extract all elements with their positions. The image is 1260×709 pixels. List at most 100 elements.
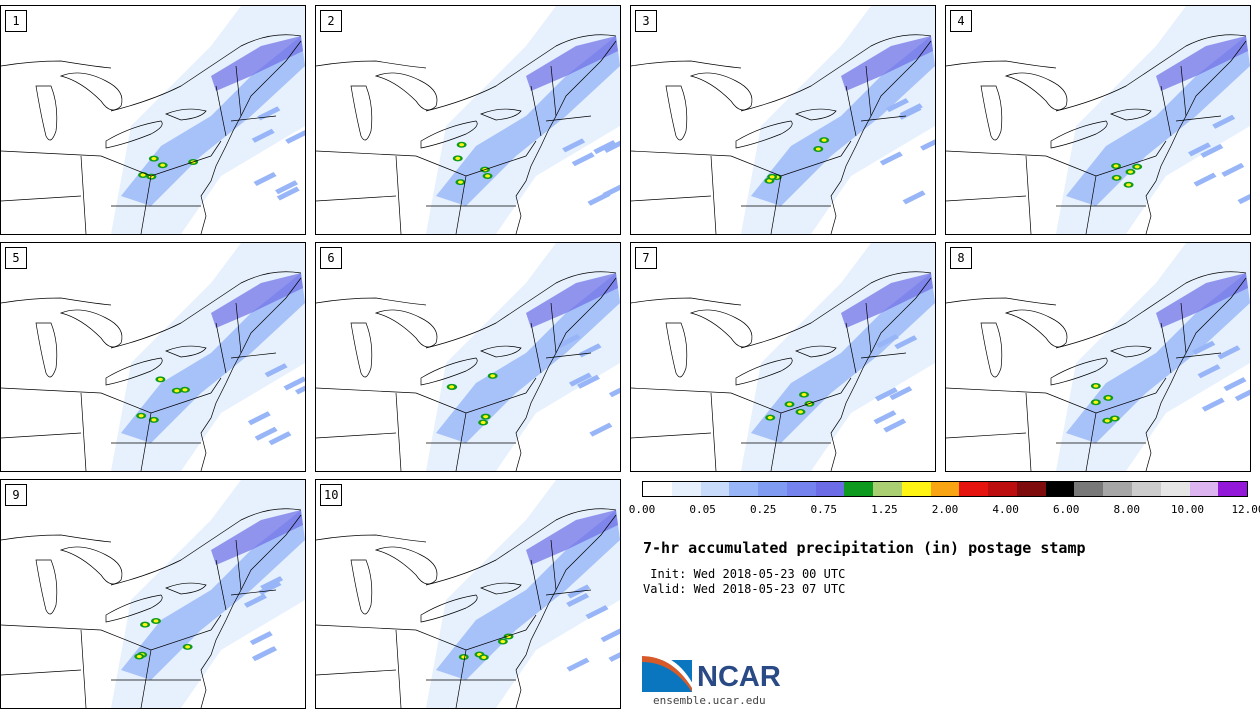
site-url[interactable]: ensemble.ucar.edu xyxy=(653,694,766,707)
lake-huron xyxy=(59,546,123,585)
lake-huron xyxy=(59,309,123,348)
legend-tick-label: 0.75 xyxy=(810,503,838,516)
lake-michigan xyxy=(665,322,688,378)
state-border xyxy=(1025,155,1032,234)
border xyxy=(110,508,302,586)
precip-moderate-band xyxy=(436,510,620,680)
map xyxy=(1,243,305,471)
ncar-logo-icon xyxy=(642,652,694,692)
init-time: Init: Wed 2018-05-23 00 UTC xyxy=(643,567,846,581)
precip-streak xyxy=(268,431,292,446)
lake-superior xyxy=(316,534,427,543)
stamp-panel-2: 2 xyxy=(315,5,621,235)
precip-streak xyxy=(1193,172,1217,187)
precip-cell-core xyxy=(174,389,180,393)
precip-streak xyxy=(566,657,590,672)
state-border xyxy=(1155,140,1167,157)
precip-streak xyxy=(889,386,913,401)
precip-streak xyxy=(587,191,611,206)
coastline xyxy=(1145,277,1247,471)
precip-cell-core xyxy=(821,138,827,142)
border xyxy=(425,508,617,586)
legend-tick-label: 12.00 xyxy=(1231,503,1260,516)
legend-swatch xyxy=(901,482,931,496)
lake-ontario xyxy=(480,345,522,358)
map xyxy=(316,6,620,234)
precip-streak xyxy=(243,593,267,608)
precip-cell-core xyxy=(1104,419,1110,423)
legend-swatch xyxy=(643,482,672,496)
stamp-panel-3: 3 xyxy=(630,5,936,235)
lake-superior xyxy=(631,297,742,306)
precip-heavy-band xyxy=(526,36,618,91)
state-border xyxy=(316,624,417,631)
precip-moderate-band xyxy=(121,273,305,443)
state-border xyxy=(455,175,467,234)
coastline xyxy=(515,40,617,234)
precip-cell-core xyxy=(767,416,773,420)
lake-michigan xyxy=(350,85,373,141)
legend-swatch xyxy=(1189,482,1219,496)
lake-ontario xyxy=(480,582,522,595)
lake-ontario xyxy=(480,108,522,121)
precip-streak xyxy=(1217,345,1241,360)
legend-swatch xyxy=(1218,482,1248,496)
lake-erie xyxy=(735,357,793,386)
precip-streak xyxy=(254,426,278,441)
color-legend xyxy=(642,481,1248,497)
precip-moderate-band xyxy=(1066,36,1250,206)
state-border xyxy=(215,559,227,611)
state-border xyxy=(455,649,467,708)
valid-time: Valid: Wed 2018-05-23 07 UTC xyxy=(643,582,846,596)
precip-cell-core xyxy=(797,410,803,414)
precip-cell-core xyxy=(136,654,142,659)
lake-erie xyxy=(735,120,793,149)
state-border xyxy=(1180,65,1187,117)
state-border xyxy=(946,195,1027,202)
precip-cell-core xyxy=(151,157,157,161)
state-border xyxy=(230,589,277,596)
precip-cell-core xyxy=(160,163,166,167)
precip-cell-core xyxy=(457,180,463,184)
lake-michigan xyxy=(350,559,373,615)
stamp-panel-9: 9 xyxy=(0,479,306,709)
lake-michigan xyxy=(35,322,58,378)
state-border xyxy=(865,302,872,354)
lake-ontario xyxy=(1110,108,1152,121)
state-border xyxy=(316,387,417,394)
coastline xyxy=(200,40,302,234)
precip-cell-core xyxy=(138,414,144,418)
precip-streak xyxy=(294,385,305,395)
legend-tick-label: 6.00 xyxy=(1052,503,1080,516)
legend-swatch xyxy=(873,482,902,496)
lake-ontario xyxy=(165,108,207,121)
precip-streak xyxy=(1234,389,1250,402)
panel-number: 2 xyxy=(320,10,342,32)
coastline xyxy=(515,277,617,471)
lake-ontario xyxy=(795,108,837,121)
state-border xyxy=(455,412,467,471)
state-border xyxy=(710,155,717,234)
lake-superior xyxy=(946,297,1057,306)
precip-cell-core xyxy=(1134,165,1140,169)
precip-cell-core xyxy=(157,377,163,382)
state-border xyxy=(845,85,857,137)
legend-swatch xyxy=(700,482,730,496)
border xyxy=(740,34,932,112)
precip-streak xyxy=(568,372,592,387)
precip-streak xyxy=(283,376,305,391)
state-border xyxy=(770,175,782,234)
state-border xyxy=(860,352,907,359)
border xyxy=(425,271,617,349)
precip-moderate-band xyxy=(121,510,305,680)
lake-huron xyxy=(374,72,438,111)
legend-swatch xyxy=(786,482,816,496)
map xyxy=(631,243,935,471)
precip-streak xyxy=(276,186,300,201)
state-border xyxy=(860,115,907,122)
state-border xyxy=(845,322,857,374)
precip-streak xyxy=(1221,162,1245,177)
state-border xyxy=(395,392,402,471)
map xyxy=(316,243,620,471)
precip-cell-core xyxy=(1126,183,1132,187)
